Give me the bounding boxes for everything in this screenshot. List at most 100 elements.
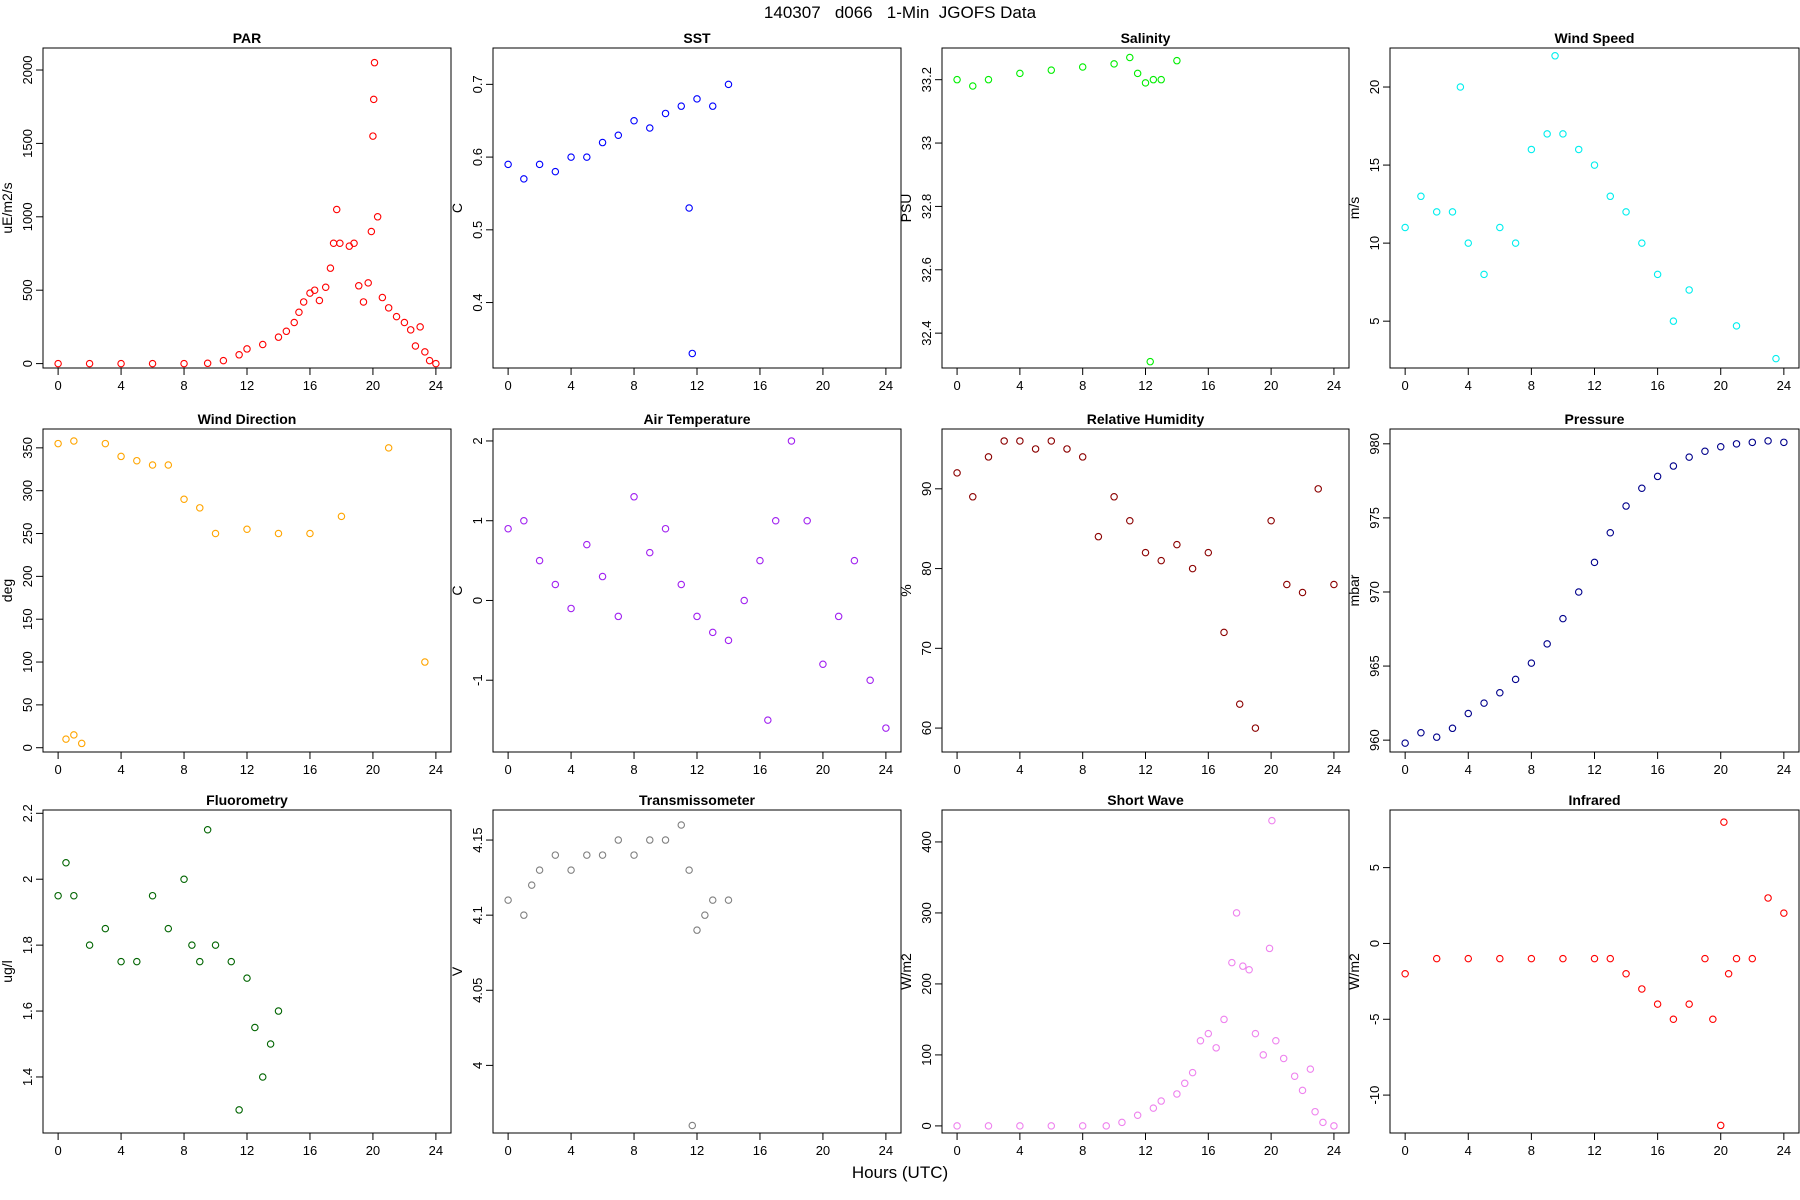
x-tick-label: 24: [429, 1143, 443, 1158]
data-point: [1701, 447, 1709, 455]
data-point: [1401, 970, 1409, 978]
data-point: [1606, 954, 1615, 963]
panel-par: PAR 0 4 8 12 16 20 24 0 500 1000 1500 2000 uE/m2/s: [0, 24, 452, 410]
x-tick-label: 4: [567, 1143, 574, 1158]
x-tick-label: 0: [54, 1143, 61, 1158]
data-point: [1188, 1068, 1197, 1077]
data-point: [630, 851, 638, 859]
x-tick-label: 12: [690, 378, 704, 393]
data-point: [148, 359, 157, 368]
data-point: [1606, 528, 1615, 537]
chart-title: Pressure: [1565, 411, 1625, 427]
chart-title: Relative Humidity: [1087, 411, 1205, 427]
x-tick-label: 16: [753, 762, 767, 777]
data-point: [1173, 540, 1181, 549]
data-point: [1102, 1122, 1110, 1130]
data-point: [299, 298, 308, 306]
x-tick-label: 20: [1264, 378, 1278, 393]
data-point: [1149, 1104, 1158, 1112]
y-tick-label: 1500: [20, 129, 35, 158]
x-tick-label: 20: [816, 762, 830, 777]
data-point: [336, 239, 344, 247]
data-point: [219, 356, 228, 365]
data-point: [85, 941, 94, 949]
data-point: [1110, 493, 1118, 501]
data-point: [1283, 580, 1291, 589]
data-point: [251, 1023, 259, 1032]
data-point: [54, 359, 62, 368]
data-point: [819, 660, 827, 669]
x-tick-label: 24: [879, 762, 893, 777]
data-point: [1031, 445, 1040, 453]
x-tick-label: 20: [1714, 378, 1728, 393]
data-point: [392, 312, 401, 321]
data-point: [211, 941, 220, 949]
x-tick-label: 12: [690, 1143, 704, 1158]
data-point: [567, 866, 575, 874]
data-point: [1157, 1097, 1165, 1105]
data-point: [1078, 453, 1087, 461]
data-point: [630, 116, 638, 125]
data-point: [70, 891, 78, 900]
chart-title: Infrared: [1568, 792, 1620, 808]
data-point: [321, 283, 330, 292]
data-point: [337, 512, 346, 521]
data-point: [661, 524, 670, 533]
y-tick-label: 965: [1367, 655, 1382, 677]
data-point: [1543, 130, 1551, 138]
data-point: [614, 131, 623, 140]
data-point: [350, 239, 358, 247]
x-tick-label: 24: [1777, 378, 1791, 393]
x-tick-label: 0: [953, 1143, 960, 1158]
data-point: [133, 456, 141, 465]
page-title: 140307 d066 1-Min JGOFS Data: [763, 3, 1037, 22]
data-point: [1551, 52, 1559, 60]
data-point: [1047, 437, 1056, 445]
x-tick-label: 4: [1465, 762, 1472, 777]
y-tick-label: 60: [919, 721, 934, 735]
x-tick-label: 0: [1402, 762, 1409, 777]
data-point: [369, 95, 378, 104]
y-tick-label: 970: [1367, 581, 1382, 603]
x-tick-label: 0: [504, 762, 511, 777]
data-point: [614, 612, 623, 621]
data-point: [850, 556, 859, 565]
x-tick-label: 0: [953, 378, 960, 393]
data-point: [1272, 1036, 1280, 1045]
data-point: [535, 866, 544, 874]
data-point: [1133, 1111, 1142, 1120]
data-point: [693, 95, 701, 103]
x-tick-label: 24: [879, 1143, 893, 1158]
data-point: [1118, 1118, 1126, 1127]
data-point: [1251, 724, 1260, 732]
data-point: [1685, 453, 1693, 461]
x-tick-label: 16: [753, 378, 767, 393]
data-point: [1527, 145, 1536, 154]
chart-title: Transmissometer: [639, 792, 755, 808]
panel-pressure: Pressure 0 4 8 12 16 20 24 960 965 970 975 980 mbar: [1346, 405, 1800, 794]
data-point: [598, 851, 607, 859]
x-tick-label: 20: [1264, 762, 1278, 777]
data-point: [834, 612, 843, 621]
x-tick-label: 16: [303, 762, 317, 777]
data-point: [1173, 1090, 1181, 1098]
x-tick-label: 8: [180, 1143, 187, 1158]
data-point: [1267, 516, 1275, 525]
plot-frame: [1389, 809, 1800, 1134]
data-point: [724, 80, 733, 89]
data-point: [1078, 63, 1087, 71]
data-point: [520, 911, 528, 919]
data-point: [1126, 516, 1134, 525]
y-tick-label: 500: [20, 279, 35, 301]
data-point: [1701, 954, 1709, 963]
y-tick-label: 0.6: [470, 148, 485, 166]
y-tick-label: 1.4: [20, 1068, 35, 1086]
x-tick-label: 24: [1777, 1143, 1791, 1158]
data-point: [1311, 1107, 1319, 1116]
y-tick-label: 100: [20, 651, 35, 673]
chart-salinity: Salinity 0 4 8 12 16 20 24 32.4 32.6 32.8 33 33.2 PSU: [898, 30, 1350, 393]
x-tick-label: 20: [1264, 1143, 1278, 1158]
y-tick-label: 2.2: [20, 804, 35, 822]
x-tick-label: 4: [117, 378, 124, 393]
data-point: [1669, 462, 1678, 470]
